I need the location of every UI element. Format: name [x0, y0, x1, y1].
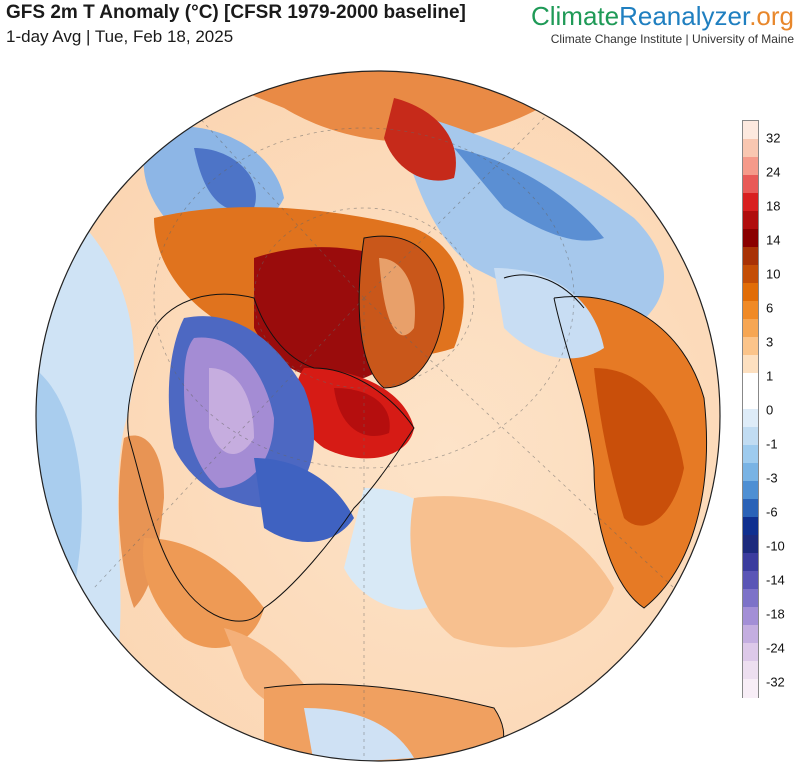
legend-swatch: [743, 607, 758, 626]
brand-name: ClimateReanalyzer.org: [531, 2, 794, 30]
legend-swatch: [743, 661, 758, 680]
legend-label: 6: [766, 300, 774, 316]
globe-svg: [35, 70, 721, 762]
eastern-us-cold: [254, 458, 354, 542]
legend-swatch: [743, 301, 758, 320]
legend-swatch: [743, 355, 758, 374]
legend-label: -14: [766, 572, 785, 588]
legend-swatch: [743, 499, 758, 518]
legend-swatch: [743, 535, 758, 554]
legend-swatch: [743, 121, 758, 140]
globe-map: [34, 68, 722, 764]
legend-label: 32: [766, 130, 781, 146]
legend-label: -3: [766, 470, 778, 486]
europe-cool: [494, 268, 604, 359]
legend-label: 3: [766, 334, 774, 350]
map-subtitle: 1-day Avg | Tue, Feb 18, 2025: [6, 27, 234, 46]
legend-label: 1: [766, 368, 774, 384]
legend-label: -24: [766, 640, 785, 656]
legend-label: -1: [766, 436, 778, 452]
legend-label: 0: [766, 402, 774, 418]
legend-swatch: [743, 625, 758, 644]
brand-logo[interactable]: ClimateReanalyzer.org Climate Change Ins…: [531, 2, 794, 46]
legend-swatch: [743, 463, 758, 482]
legend-label: 24: [766, 164, 781, 180]
globe-outline: [35, 70, 721, 762]
brand-tagline: Climate Change Institute | University of…: [550, 32, 794, 46]
legend-swatch: [743, 517, 758, 536]
legend-swatch: [743, 283, 758, 302]
legend-swatch: [743, 553, 758, 572]
legend-label: 10: [766, 266, 781, 282]
legend-label: -10: [766, 538, 785, 554]
map-title: GFS 2m T Anomaly (°C) [CFSR 1979-2000 ba…: [6, 2, 466, 23]
legend-swatch: [743, 319, 758, 338]
brand-name-part3: .org: [749, 1, 794, 31]
legend-swatch: [743, 193, 758, 212]
legend-swatch: [743, 175, 758, 194]
legend-swatch: [743, 229, 758, 248]
legend-swatch: [743, 373, 758, 392]
legend-swatch: [743, 589, 758, 608]
color-scale-legend: [742, 120, 759, 698]
legend-swatch: [743, 679, 758, 698]
brand-name-part2: Reanalyzer: [619, 1, 750, 31]
legend-label: -6: [766, 504, 778, 520]
legend-label: -18: [766, 606, 785, 622]
legend-swatch: [743, 445, 758, 464]
legend-swatch: [743, 643, 758, 662]
legend-label: 14: [766, 232, 781, 248]
legend-label: 18: [766, 198, 781, 214]
legend-swatch: [743, 265, 758, 284]
legend-swatch: [743, 481, 758, 500]
legend-swatch: [743, 211, 758, 230]
central-atlantic-warm: [410, 496, 614, 648]
legend-swatch: [743, 337, 758, 356]
legend-swatch: [743, 409, 758, 428]
legend-label: -32: [766, 674, 785, 690]
legend-swatch: [743, 571, 758, 590]
legend-swatch: [743, 157, 758, 176]
legend-swatch: [743, 247, 758, 266]
brand-name-part1: Climate: [530, 1, 620, 31]
legend-swatch: [743, 427, 758, 446]
legend-swatch: [743, 139, 758, 158]
legend-swatch: [743, 391, 758, 410]
